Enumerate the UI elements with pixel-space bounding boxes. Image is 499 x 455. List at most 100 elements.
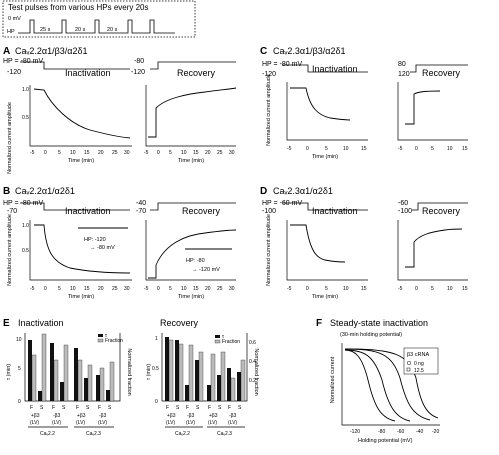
panel-d-rec-label: Recovery [422,206,461,216]
panel-b-xtick: 5 [58,286,61,292]
rec-legend-fraction-label: Fraction [222,339,240,345]
panel-f-ylabel: Normalized current [330,356,336,403]
panel-d-letter: D [260,186,267,197]
panel-c-rec-xtick: 15 [462,146,468,152]
panel-f-xlabel: Holding potential (mV) [358,438,413,444]
panel-c-inact-curve [290,87,351,121]
legend-tau-label: τ [105,333,107,339]
panel-c: C Caᵥ2.3α1/β3/α2δ1 HP = -80 mV -120 Inac… [260,46,468,160]
panel-a-v-rec-bot: -120 [131,69,145,76]
panel-c-xlabel: Time (min) [312,154,338,160]
panel-e-inact-ytick: 10 [16,337,22,343]
panel-c-xtick: 0 [306,146,309,152]
bar [31,354,37,402]
panel-a-rec-xtick: 5 [169,150,172,156]
panel-a-title: Caᵥ2.2α1/β3/α2δ1 [15,46,88,56]
bar [178,343,184,402]
panel-b-rec-xtick: 30 [229,286,235,292]
bar [237,372,241,401]
bar [240,359,246,402]
panel-d-xtick: -5 [287,286,292,292]
panel-a: A Caᵥ2.2α1/β3/α2δ1 HP = -80 mV -120 Inac… [3,46,237,174]
panel-b-inset-rec-hp: HP: -80 [186,258,205,264]
bar [188,344,194,402]
hp-label: (LV) [76,420,85,426]
panel-a-inact-label: Inactivation [65,68,111,78]
protocol-duration-1: 25 s [40,27,51,33]
bar [60,382,64,401]
panel-b-v-inact: -70 [7,208,17,215]
panel-d-xtick: 10 [343,286,349,292]
panel-b-rec-label: Recovery [182,206,221,216]
fs-label: S [196,405,200,411]
panel-b-ytick-2: 0.5 [22,248,29,254]
group-label: Caᵥ2.2 [40,431,55,437]
bar [84,378,88,401]
panel-f-xtick: -40 [416,429,423,435]
panel-b-rec-xtick: 5 [169,286,172,292]
legend-tau-swatch [98,334,103,337]
panel-e-rec-bars [165,337,246,402]
panel-c-rec-label: Recovery [422,68,461,78]
panel-e-rec-ytick: 0.5 [152,366,159,372]
panel-d-v-rec-top: -60 [398,200,408,207]
panel-b-ytick-1: 1.0 [22,223,29,229]
panel-e-ylabel-right: Normalized fraction [126,348,132,395]
bar [74,348,78,401]
panel-a-xtick: 30 [124,150,130,156]
group-label: Caᵥ2.2 [175,431,190,437]
panel-d-rec-xtick: -5 [398,286,403,292]
panel-e: E Inactivation Recovery τ (min) Normaliz… [3,318,259,437]
bar [175,340,179,401]
fs-label: F [208,405,211,411]
panel-a-hp-label: HP = -80 mV [3,58,43,65]
protocol-duration-3: 20 s [107,27,118,33]
panel-e-title-rec: Recovery [160,318,199,328]
panel-d-xticks: -5 0 5 10 15 -5 0 5 10 15 [287,286,468,292]
panel-d-v-inact: -100 [262,208,276,215]
panel-d-rec-xtick: 5 [431,286,434,292]
protocol-hp-label: HP [7,29,15,35]
protocol-title: Test pulses from various HPs every 20s [8,3,149,12]
panel-d-xlabel: Time (min) [312,294,338,300]
panel-f-letter: F [316,318,322,329]
fs-label: F [186,405,189,411]
panel-f-xtick: -80 [378,429,385,435]
bar [53,359,59,402]
fs-label: S [108,405,112,411]
panel-a-xtick: 0 [44,150,47,156]
panel-e-ylabel-left: τ (min) [6,364,12,380]
panel-d-v-rec-bot: -100 [398,208,412,215]
protocol-box: Test pulses from various HPs every 20s 0… [2,0,196,38]
panel-d-rec-xtick: 15 [462,286,468,292]
bar [87,364,93,402]
panel-c-hp-label: HP = -80 mV [262,61,302,68]
panel-d-inact-label: Inactivation [312,206,358,216]
fs-label: F [52,405,55,411]
bar [38,391,42,401]
panel-b: B Caᵥ2.2α1/α2δ1 HP = -80 mV -70 Inactiva… [3,186,237,300]
panel-a-xticks: -5 0 5 10 15 20 25 30 -5 0 5 10 15 20 25… [30,150,235,156]
fs-label: S [176,405,180,411]
hp-label: (LV) [52,420,61,426]
panel-d-rec-xtick: 0 [415,286,418,292]
panel-b-xtick: 15 [84,286,90,292]
panel-b-inset-inact-hp: HP: -120 [84,237,106,243]
panel-c-v-inact: -120 [262,71,276,78]
panel-a-letter: A [3,46,10,57]
panel-f-legend: β3 cRNA 0 ng 12.5 [403,347,439,375]
bar [198,351,204,402]
panel-a-xtick: 5 [58,150,61,156]
panel-b-hp-label: HP = -80 mV [3,200,43,207]
hp-label: (LV) [186,420,195,426]
panel-a-rec-xtick: 0 [157,150,160,156]
panel-e-rec-ytick: 1 [155,336,158,342]
bar [220,351,226,402]
panel-d-inact-curve [290,224,346,263]
rec-legend-tau-label: τ [222,334,224,340]
panel-e-inact-xlabels: F S F S F S F S +β3 -β3 +β3 -β3 (LV) (LV… [28,405,114,437]
panel-c-xtick: 10 [343,146,349,152]
rec-legend-fraction-swatch [214,339,221,344]
panel-b-title: Caᵥ2.2α1/α2δ1 [15,186,75,196]
